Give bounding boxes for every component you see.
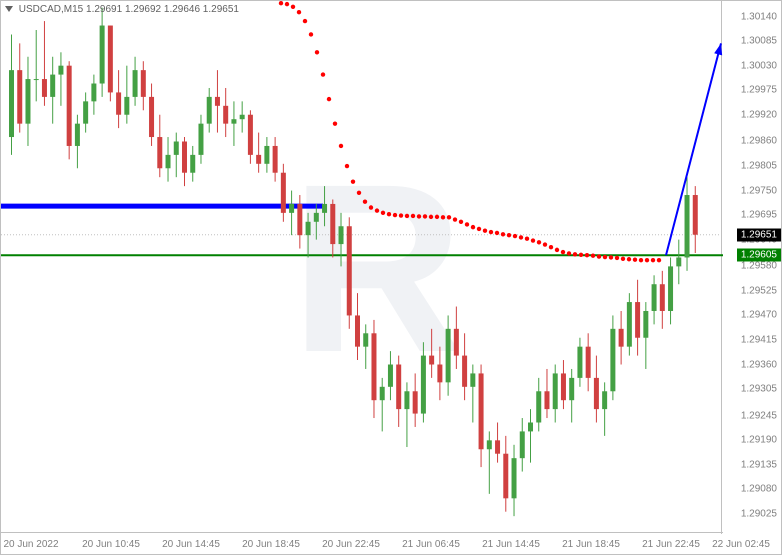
y-tick-label: 1.29975 <box>741 85 777 96</box>
x-tick-label: 21 Jun 18:45 <box>562 539 620 550</box>
y-tick-label: 1.29580 <box>741 261 777 272</box>
chart-container: R USDCAD,M15 1.29691 1.29692 1.29646 1.2… <box>0 0 782 555</box>
x-axis: 20 Jun 2022 20 Jun 10:45 20 Jun 14:45 20 Ju… <box>1 532 723 554</box>
x-tick-label: 20 Jun 2022 <box>3 539 58 550</box>
dropdown-icon[interactable] <box>5 6 13 12</box>
x-tick-label: 21 Jun 14:45 <box>482 539 540 550</box>
x-tick-label: 22 Jun 02:45 <box>712 539 770 550</box>
chart-svg <box>1 1 723 534</box>
y-tick-label: 1.29470 <box>741 310 777 321</box>
y-tick-label: 1.29920 <box>741 109 777 120</box>
ohlc-label: 1.29691 1.29692 1.29646 1.29651 <box>86 4 239 15</box>
y-tick-label: 1.29305 <box>741 384 777 395</box>
y-axis: 1.29025 1.29080 1.29135 1.29190 1.29245 1.293… <box>721 1 781 534</box>
x-tick-label: 20 Jun 10:45 <box>82 539 140 550</box>
y-tick-label: 1.29190 <box>741 435 777 446</box>
x-tick-label: 21 Jun 06:45 <box>402 539 460 550</box>
y-tick-label: 1.30140 <box>741 11 777 22</box>
price-marker: 1.29605 <box>737 249 781 262</box>
y-tick-label: 1.29080 <box>741 484 777 495</box>
y-tick-label: 1.30085 <box>741 36 777 47</box>
y-tick-label: 1.29025 <box>741 508 777 519</box>
x-tick-label: 20 Jun 18:45 <box>242 539 300 550</box>
y-tick-label: 1.29360 <box>741 359 777 370</box>
x-tick-label: 20 Jun 14:45 <box>162 539 220 550</box>
y-tick-label: 1.29750 <box>741 185 777 196</box>
symbol-label: USDCAD,M15 <box>19 4 83 15</box>
x-tick-label: 21 Jun 22:45 <box>642 539 700 550</box>
price-marker: 1.29651 <box>737 228 781 241</box>
chart-title: USDCAD,M15 1.29691 1.29692 1.29646 1.296… <box>5 4 239 15</box>
y-tick-label: 1.29695 <box>741 210 777 221</box>
x-tick-label: 20 Jun 22:45 <box>322 539 380 550</box>
plot-area: R USDCAD,M15 1.29691 1.29692 1.29646 1.2… <box>1 1 723 534</box>
y-tick-label: 1.29415 <box>741 334 777 345</box>
y-tick-label: 1.29135 <box>741 459 777 470</box>
y-tick-label: 1.29805 <box>741 161 777 172</box>
y-tick-label: 1.29860 <box>741 136 777 147</box>
y-tick-label: 1.29525 <box>741 285 777 296</box>
y-tick-label: 1.30030 <box>741 60 777 71</box>
y-tick-label: 1.29245 <box>741 410 777 421</box>
